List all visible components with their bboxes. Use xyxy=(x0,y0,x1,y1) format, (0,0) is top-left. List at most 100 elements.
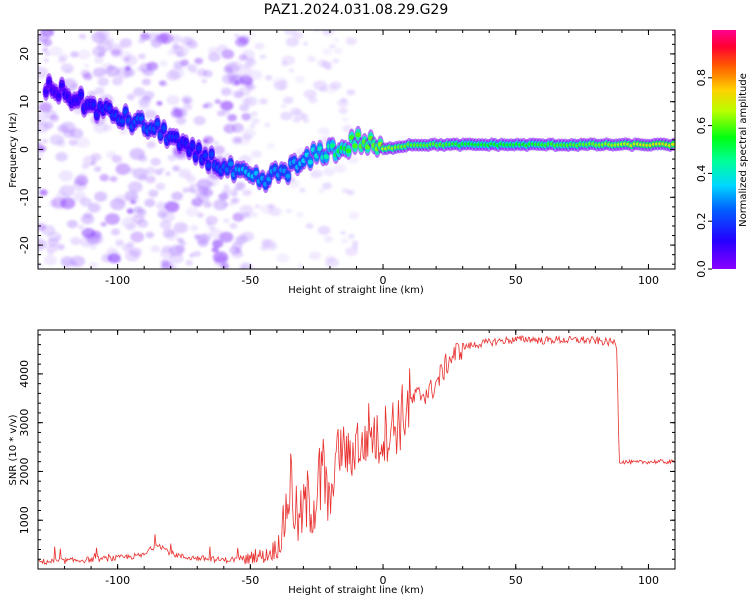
heatmap-noise-cell xyxy=(317,59,328,67)
heatmap-noise-cell xyxy=(341,238,349,244)
heatmap-noise-cell xyxy=(313,80,328,91)
heatmap-noise-cell xyxy=(165,171,171,176)
heatmap-noise-cell xyxy=(176,51,185,58)
heatmap-noise-cell xyxy=(231,191,238,197)
heatmap-noise-cell xyxy=(250,111,258,117)
heatmap-noise-cell xyxy=(250,150,262,159)
heatmap-noise-cell xyxy=(88,202,101,213)
heatmap-noise-cell xyxy=(70,51,79,58)
heatmap-noise-cell xyxy=(346,89,356,96)
heatmap-noise-cell xyxy=(285,208,292,214)
y-tick-label: 1000 xyxy=(18,506,31,534)
heatmap-ridge-core xyxy=(119,118,125,124)
heatmap-noise-cell xyxy=(194,57,204,65)
heatmap-noise-cell xyxy=(58,170,73,182)
heatmap-noise-cell xyxy=(203,135,214,145)
heatmap-noise-cell xyxy=(242,133,253,140)
x-tick-label: -100 xyxy=(105,274,130,287)
heatmap-noise-cell xyxy=(156,201,168,211)
top-y-axis-label: Frequency (Hz) xyxy=(8,112,19,188)
y-tick-label: 4000 xyxy=(18,360,31,388)
colorbar: 0.0 0.2 0.4 0.6 0.8 Normalized spectral ampl… xyxy=(695,30,749,278)
heatmap-noise-cell xyxy=(99,173,110,182)
heatmap-noise-cell xyxy=(293,111,307,120)
top-x-ticks: -100 -50 0 50 100 xyxy=(37,30,676,287)
x-tick-label: 0 xyxy=(380,274,387,287)
heatmap-noise-cell xyxy=(73,191,87,202)
heatmap-noise-cell xyxy=(126,208,135,215)
y-tick-label: 2000 xyxy=(18,457,31,485)
heatmap-noise-cell xyxy=(281,55,296,66)
heatmap-noise-cell xyxy=(299,187,306,193)
heatmap-noise-cell xyxy=(126,241,135,248)
heatmap-ridge-core xyxy=(352,143,358,149)
colorbar-tick-label: 0.4 xyxy=(695,165,708,183)
heatmap-noise-cell xyxy=(288,180,300,189)
heatmap-ridge-core xyxy=(345,148,352,154)
heatmap-noise-cell xyxy=(250,118,260,125)
heatmap-noise-cell xyxy=(171,108,184,119)
heatmap-noise-cell xyxy=(267,207,280,217)
heatmap-noise-cell xyxy=(196,192,210,203)
heatmap-noise-cell xyxy=(273,77,287,87)
colorbar-gradient xyxy=(712,30,736,269)
heatmap-noise-cell xyxy=(83,212,93,220)
heatmap-noise-cell xyxy=(96,30,111,41)
heatmap-noise-cell xyxy=(142,95,151,103)
heatmap-noise-cell xyxy=(297,263,304,268)
heatmap-ridge-core xyxy=(209,151,215,157)
heatmap-noise-cell xyxy=(39,189,48,196)
heatmap-noise-cell xyxy=(121,216,138,229)
heatmap-noise-cell xyxy=(348,233,355,239)
heatmap-noise-cell xyxy=(238,54,248,62)
heatmap-noise-cell xyxy=(124,65,132,71)
snr-series-line xyxy=(38,335,675,565)
heatmap-noise-cell xyxy=(230,197,240,204)
heatmap-noise-cell xyxy=(100,222,107,227)
heatmap-noise-cell xyxy=(38,66,49,79)
heatmap-noise-cell xyxy=(38,112,48,125)
heatmap-noise-cell xyxy=(97,77,109,87)
heatmap-noise-cell xyxy=(322,30,334,36)
heatmap-noise-cell xyxy=(115,239,125,247)
heatmap-noise-cell xyxy=(104,213,120,225)
heatmap-noise-cell xyxy=(138,53,146,60)
heatmap-noise-cell xyxy=(338,107,348,115)
heatmap-noise-cell xyxy=(276,253,290,263)
heatmap-noise-cell xyxy=(211,246,219,253)
heatmap-ridge-core xyxy=(56,93,62,99)
heatmap-noise-cell xyxy=(130,231,145,243)
heatmap-noise-cell xyxy=(238,262,251,269)
heatmap-noise-cell xyxy=(166,95,180,105)
heatmap-noise-cell xyxy=(198,185,209,194)
heatmap-noise-cell xyxy=(77,49,91,60)
heatmap-noise-cell xyxy=(201,78,208,84)
y-tick-label: 0 xyxy=(18,146,31,153)
heatmap-noise-cell xyxy=(323,235,333,243)
heatmap-noise-cell xyxy=(41,138,49,144)
heatmap-noise-cell xyxy=(245,58,257,67)
heatmap-noise-cell xyxy=(90,161,96,166)
heatmap-noise-cell xyxy=(90,234,104,245)
top-x-axis-label: Height of straight line (km) xyxy=(288,285,424,296)
heatmap-noise-cell xyxy=(248,69,263,80)
heatmap-noise-cell xyxy=(49,114,59,122)
heatmap-noise-cell xyxy=(189,184,196,190)
heatmap-noise-cell xyxy=(194,234,201,240)
heatmap-noise-cell xyxy=(142,67,154,77)
heatmap-ridge-core xyxy=(161,125,167,131)
heatmap-ridge-core xyxy=(307,159,313,165)
heatmap-noise-cell xyxy=(242,189,252,197)
heatmap-noise-cell xyxy=(280,104,287,109)
heatmap-noise-cell xyxy=(144,109,157,120)
heatmap-noise-cell xyxy=(170,34,182,44)
heatmap-noise-cell xyxy=(110,49,122,58)
heatmap-noise-cell xyxy=(193,250,202,257)
heatmap-noise-cell xyxy=(171,191,184,201)
heatmap-noise-cell xyxy=(159,167,166,172)
heatmap-noise-cell xyxy=(156,101,163,106)
heatmap-noise-cell xyxy=(60,63,74,74)
heatmap-noise-cell xyxy=(340,230,347,235)
heatmap-noise-cell xyxy=(285,37,299,47)
